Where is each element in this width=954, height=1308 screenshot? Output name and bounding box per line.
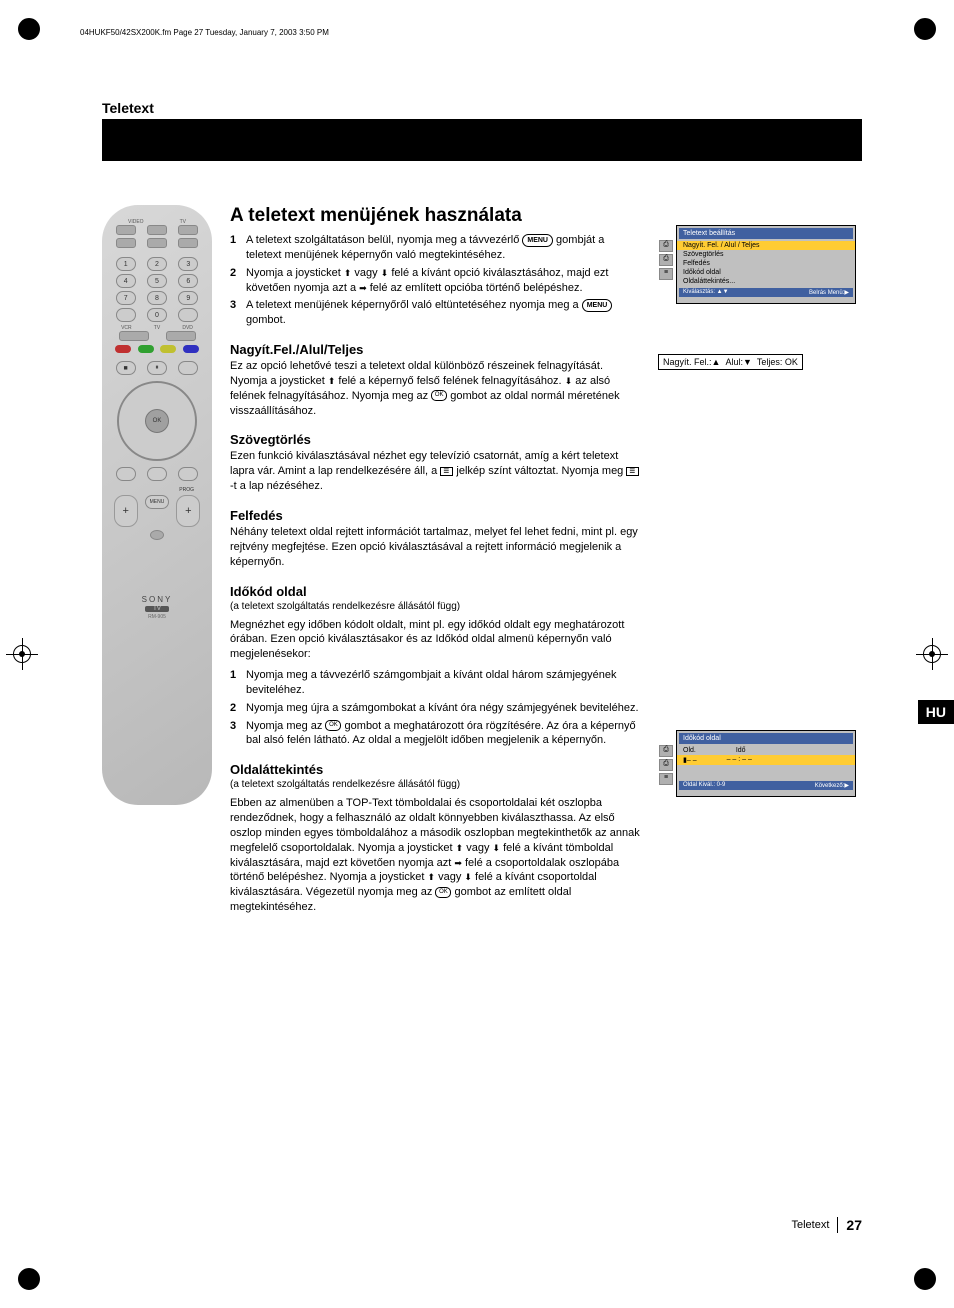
caption-nagyit: Nagyít. Fel.:▲ Alul:▼ Teljes: OK bbox=[658, 354, 803, 370]
subtitle-szoveg: Szövegtörlés bbox=[230, 432, 640, 447]
intro-steps: 1 A teletext szolgáltatáson belül, nyomj… bbox=[230, 233, 640, 328]
ok-button-icon: OK bbox=[325, 720, 341, 731]
osd-timecode-page: ⎙⎙≡ Időkód oldal Old.Idő ▮– –– – : – – O… bbox=[676, 730, 856, 797]
teletext-reveal-icon bbox=[626, 467, 639, 476]
menu-button-icon: MENU bbox=[522, 234, 553, 247]
joystick-dpad: OK bbox=[117, 381, 197, 461]
remote-control-illustration: VIDEOTV 123 456 789 0 VCRTVDVD ■⏸ bbox=[102, 205, 212, 805]
subtitle-oldalat: Oldaláttekintés bbox=[230, 762, 640, 777]
section-divider-bar bbox=[102, 119, 862, 161]
red-button bbox=[115, 345, 131, 353]
yellow-button bbox=[160, 345, 176, 353]
file-metadata: 04HUKF50/42SX200K.fm Page 27 Tuesday, Ja… bbox=[80, 28, 329, 37]
page-footer: Teletext 27 bbox=[792, 1217, 863, 1233]
right-arrow-icon: ➡ bbox=[359, 282, 367, 294]
language-tab: HU bbox=[918, 700, 954, 724]
ok-button-icon: OK bbox=[431, 390, 447, 401]
section-header: Teletext bbox=[102, 100, 862, 116]
subtitle-idokod: Időkód oldal bbox=[230, 584, 640, 599]
subtitle-nagyit: Nagyít.Fel./Alul/Teljes bbox=[230, 342, 640, 357]
osd-teletext-settings: ⎙⎙≡ Teletext beállítás Nagyít. Fel. / Al… bbox=[676, 225, 856, 304]
page-title: A teletext menüjének használata bbox=[230, 205, 640, 227]
page-content: Teletext VIDEOTV 123 456 789 0 VCRTVDVD bbox=[102, 100, 862, 921]
green-button bbox=[138, 345, 154, 353]
subtitle-felfedes: Felfedés bbox=[230, 508, 640, 523]
menu-button-icon: MENU bbox=[582, 299, 613, 312]
blue-button bbox=[183, 345, 199, 353]
teletext-icon bbox=[440, 467, 453, 476]
ok-button-icon: OK bbox=[435, 887, 451, 898]
